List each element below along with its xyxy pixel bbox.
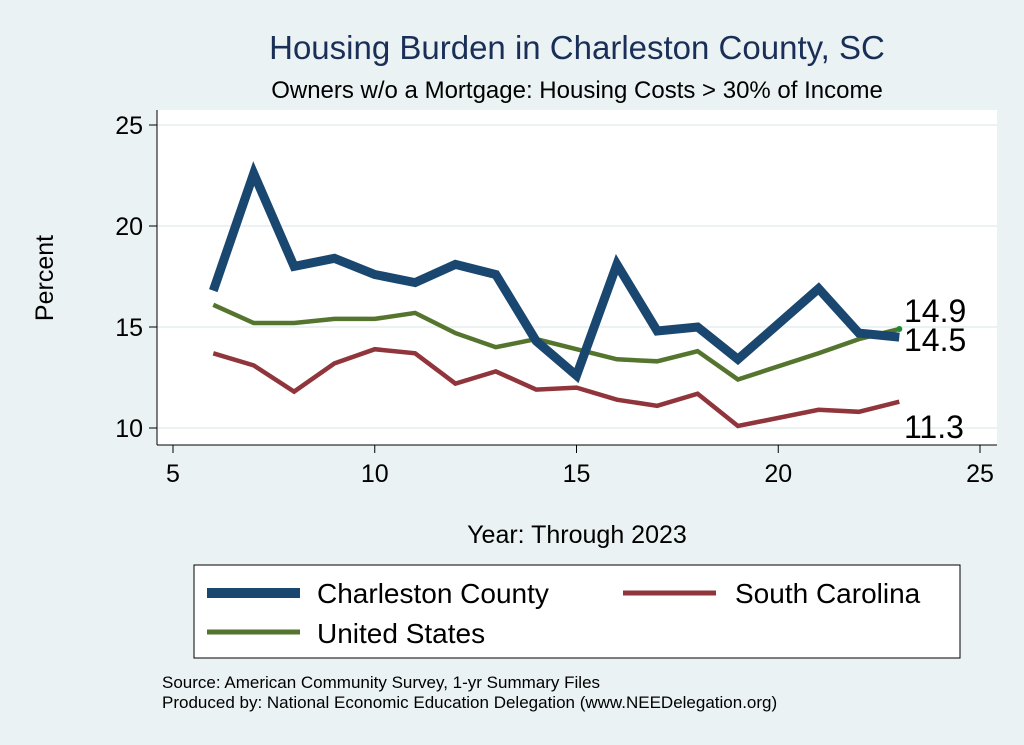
x-axis-title: Year: Through 2023 xyxy=(467,521,687,549)
end-label-united-states: 14.9 xyxy=(904,293,966,329)
end-label-south-carolina: 11.3 xyxy=(904,409,964,445)
y-tick-label-15: 15 xyxy=(115,314,143,342)
end-marker-united-states xyxy=(896,326,903,333)
legend: Charleston County South Carolina United … xyxy=(193,564,961,659)
chart-subtitle: Owners w/o a Mortgage: Housing Costs > 3… xyxy=(271,77,883,104)
y-tick-label-25: 25 xyxy=(115,112,143,140)
legend-label-united-states: United States xyxy=(317,618,485,649)
series-line-charleston-county xyxy=(209,161,900,384)
series-lines xyxy=(209,161,903,429)
y-tick-label-10: 10 xyxy=(115,415,143,443)
axes: 10 15 20 25 5 10 15 20 25 xyxy=(115,110,997,488)
end-label-charleston-county: 14.5 xyxy=(904,322,966,358)
x-tick-label-5: 5 xyxy=(166,460,180,488)
x-tick-label-25: 25 xyxy=(966,460,994,488)
y-axis-title: Percent xyxy=(31,235,59,321)
x-tick-label-15: 15 xyxy=(563,460,591,488)
legend-box xyxy=(193,564,961,659)
end-labels: 14.5 11.3 14.9 xyxy=(904,293,966,445)
series-line-south-carolina xyxy=(212,346,900,429)
source-note: Source: American Community Survey, 1-yr … xyxy=(162,673,600,692)
x-tick-label-20: 20 xyxy=(764,460,792,488)
x-tick-label-10: 10 xyxy=(361,460,389,488)
plot-area xyxy=(157,110,997,445)
produced-by-note: Produced by: National Economic Education… xyxy=(162,693,777,712)
chart-title: Housing Burden in Charleston County, SC xyxy=(269,29,885,66)
y-tick-label-20: 20 xyxy=(115,213,143,241)
legend-label-charleston: Charleston County xyxy=(317,578,549,609)
legend-label-south-carolina: South Carolina xyxy=(735,578,921,609)
